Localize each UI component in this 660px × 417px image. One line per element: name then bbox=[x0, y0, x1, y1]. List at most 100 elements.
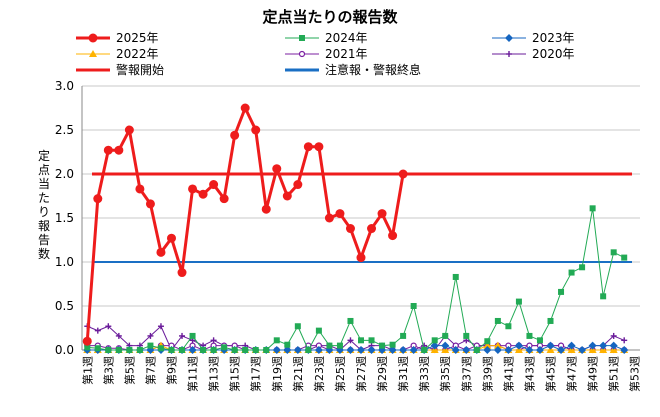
data-point bbox=[588, 341, 597, 350]
x-tick-label: 第41週 bbox=[501, 356, 515, 392]
data-point bbox=[299, 35, 305, 41]
data-point bbox=[314, 346, 323, 354]
legend-label: 2025年 bbox=[116, 31, 159, 45]
data-point bbox=[210, 347, 217, 353]
y-tick-label: 1.0 bbox=[55, 255, 74, 269]
data-point bbox=[525, 346, 534, 354]
data-point bbox=[251, 125, 261, 135]
data-point bbox=[335, 209, 345, 219]
data-point bbox=[621, 254, 628, 261]
x-tick-label: 第47週 bbox=[565, 356, 579, 392]
data-point bbox=[105, 347, 112, 353]
series-2024年 bbox=[84, 205, 628, 353]
data-point bbox=[189, 332, 196, 339]
legend-label: 2023年 bbox=[532, 31, 575, 45]
legend-label: 2024年 bbox=[325, 31, 368, 45]
data-point bbox=[147, 332, 154, 339]
data-point bbox=[272, 346, 281, 354]
x-tick-label: 第53週 bbox=[628, 356, 642, 392]
data-point bbox=[441, 341, 450, 350]
data-point bbox=[347, 317, 354, 324]
legend-entry: 警報開始 bbox=[76, 62, 164, 77]
data-point bbox=[546, 341, 555, 350]
data-point bbox=[484, 338, 491, 345]
series-group bbox=[82, 103, 629, 354]
data-point bbox=[156, 247, 166, 257]
data-point bbox=[88, 33, 98, 43]
y-label-char: 告 bbox=[38, 233, 50, 247]
data-point bbox=[157, 345, 164, 352]
legend-label: 警報開始 bbox=[116, 62, 164, 77]
data-point bbox=[115, 347, 122, 353]
data-point bbox=[389, 341, 396, 348]
y-label-char: り bbox=[38, 205, 50, 219]
data-point bbox=[147, 342, 154, 349]
data-point bbox=[409, 346, 418, 354]
data-point bbox=[188, 184, 198, 194]
grid bbox=[81, 85, 640, 351]
data-point bbox=[305, 347, 312, 353]
data-point bbox=[324, 213, 334, 223]
y-label-char: 報 bbox=[38, 219, 50, 233]
x-tick-label: 第5週 bbox=[122, 356, 136, 385]
data-point bbox=[579, 264, 586, 271]
x-tick-label: 第17週 bbox=[249, 356, 263, 392]
data-point bbox=[221, 344, 228, 351]
data-point bbox=[515, 298, 522, 305]
y-tick-label: 3.0 bbox=[55, 79, 74, 93]
y-axis: 0.0 0.5 1.0 1.5 2.0 2.5 3.0 bbox=[55, 79, 74, 357]
data-point bbox=[421, 347, 428, 353]
data-point bbox=[621, 337, 628, 344]
data-point bbox=[483, 346, 492, 354]
legend-entry: 2025年 bbox=[76, 31, 159, 45]
data-point bbox=[505, 323, 512, 330]
data-point bbox=[346, 346, 355, 354]
data-point bbox=[367, 224, 377, 234]
data-point bbox=[379, 342, 386, 349]
data-point bbox=[136, 347, 143, 353]
legend-label: 2022年 bbox=[116, 47, 159, 61]
y-label-char: 点 bbox=[38, 163, 50, 177]
data-point bbox=[356, 253, 366, 263]
data-point bbox=[599, 341, 608, 350]
data-point bbox=[166, 233, 176, 243]
legend-label: 注意報・警報終息 bbox=[325, 62, 421, 77]
data-point bbox=[314, 142, 324, 152]
data-point bbox=[347, 337, 354, 344]
y-tick-label: 1.5 bbox=[55, 211, 74, 225]
data-point bbox=[272, 164, 282, 174]
data-point bbox=[558, 288, 565, 295]
data-point bbox=[303, 142, 313, 152]
data-point bbox=[610, 249, 617, 256]
data-point bbox=[578, 346, 587, 354]
legend-entry: 2023年 bbox=[492, 31, 575, 45]
data-point bbox=[357, 346, 365, 354]
data-point bbox=[410, 303, 417, 309]
data-point bbox=[600, 293, 607, 300]
x-tick-label: 第35週 bbox=[438, 356, 452, 392]
data-point bbox=[493, 341, 502, 349]
x-tick-label: 第19週 bbox=[270, 356, 284, 392]
data-point bbox=[210, 337, 217, 344]
data-point bbox=[94, 327, 101, 334]
data-point bbox=[431, 337, 438, 344]
data-point bbox=[377, 209, 387, 219]
x-tick-label: 第9週 bbox=[164, 356, 178, 385]
data-point bbox=[115, 332, 122, 339]
data-point bbox=[493, 346, 502, 354]
data-point bbox=[124, 125, 134, 135]
data-point bbox=[336, 342, 343, 349]
y-tick-label: 0.5 bbox=[55, 299, 74, 313]
data-point bbox=[506, 51, 512, 57]
data-point bbox=[399, 346, 408, 354]
y-label-char: 当 bbox=[38, 177, 50, 191]
data-point bbox=[294, 323, 301, 330]
data-point bbox=[535, 346, 544, 354]
data-point bbox=[368, 337, 375, 344]
data-point bbox=[135, 184, 145, 194]
y-label-char: 定 bbox=[38, 148, 50, 163]
x-tick-label: 第7週 bbox=[143, 356, 157, 385]
legend-entry: 2020年 bbox=[492, 47, 575, 61]
data-point bbox=[504, 346, 513, 354]
